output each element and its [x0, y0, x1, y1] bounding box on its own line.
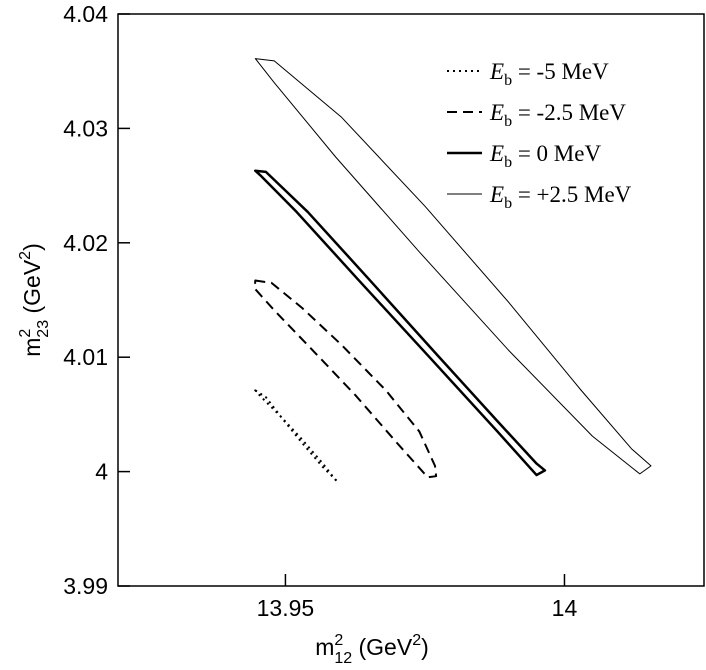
x-axis-label-unit-suffix: ) — [421, 634, 429, 660]
y-tick-label: 4 — [95, 459, 108, 485]
series-line-1 — [253, 279, 438, 479]
y-axis-label-unit-prefix: (GeV — [19, 259, 45, 320]
y-axis-label-unit-sup: 2 — [17, 251, 34, 260]
legend-symbol: E — [489, 182, 504, 207]
y-tick-label: 4.02 — [63, 230, 108, 256]
legend-value: = 0 MeV — [512, 141, 601, 166]
legend-symbol: E — [489, 100, 504, 125]
legend-subscript: b — [504, 113, 512, 130]
legend-value: = -2.5 MeV — [512, 100, 626, 125]
x-axis-label-unit-prefix: (GeV — [352, 634, 413, 660]
legend-subscript: b — [504, 195, 512, 212]
series-line-0 — [254, 389, 339, 483]
legend-label-1: Eb = -2.5 MeV — [489, 100, 626, 130]
legend-label-2: Eb = 0 MeV — [489, 141, 601, 171]
y-axis-label-unit-suffix: ) — [19, 243, 45, 251]
y-axis-label: m223 (GeV2) — [17, 243, 52, 357]
x-axis-label-unit-sup: 2 — [412, 632, 421, 649]
legend-label-3: Eb = +2.5 MeV — [489, 182, 632, 212]
x-axis-label-base: m — [315, 634, 334, 660]
series-line-2 — [254, 169, 547, 477]
x-tick-label: 13.95 — [257, 595, 315, 621]
series-line-3 — [254, 58, 652, 475]
legend-symbol: E — [489, 141, 504, 166]
y-tick-label: 3.99 — [63, 573, 108, 599]
legend-symbol: E — [489, 59, 504, 84]
x-axis-label-sup: 2 — [334, 632, 343, 649]
x-tick-label: 14 — [552, 595, 578, 621]
legend-label-0: Eb = -5 MeV — [489, 59, 609, 89]
plot-frame — [117, 13, 705, 587]
series-layer — [253, 58, 652, 483]
legend-value: = -5 MeV — [512, 59, 609, 84]
x-axis-label-sub: 12 — [334, 650, 352, 667]
axis-ticks: 13.95 14 3.99 4 4.01 4.02 4.03 4.04 — [63, 1, 577, 621]
legend-subscript: b — [504, 154, 512, 171]
x-axis-label: m2 12 (GeV2) — [315, 632, 429, 667]
y-tick-label: 4.01 — [63, 344, 108, 370]
legend-subscript: b — [504, 72, 512, 89]
y-axis-label-base: m — [19, 338, 45, 357]
y-axis-label-sup: 2 — [17, 329, 34, 338]
legend-value: = +2.5 MeV — [512, 182, 632, 207]
y-axis-label-sub: 23 — [35, 320, 52, 338]
y-tick-label: 4.04 — [63, 1, 108, 27]
y-tick-label: 4.03 — [63, 115, 108, 141]
